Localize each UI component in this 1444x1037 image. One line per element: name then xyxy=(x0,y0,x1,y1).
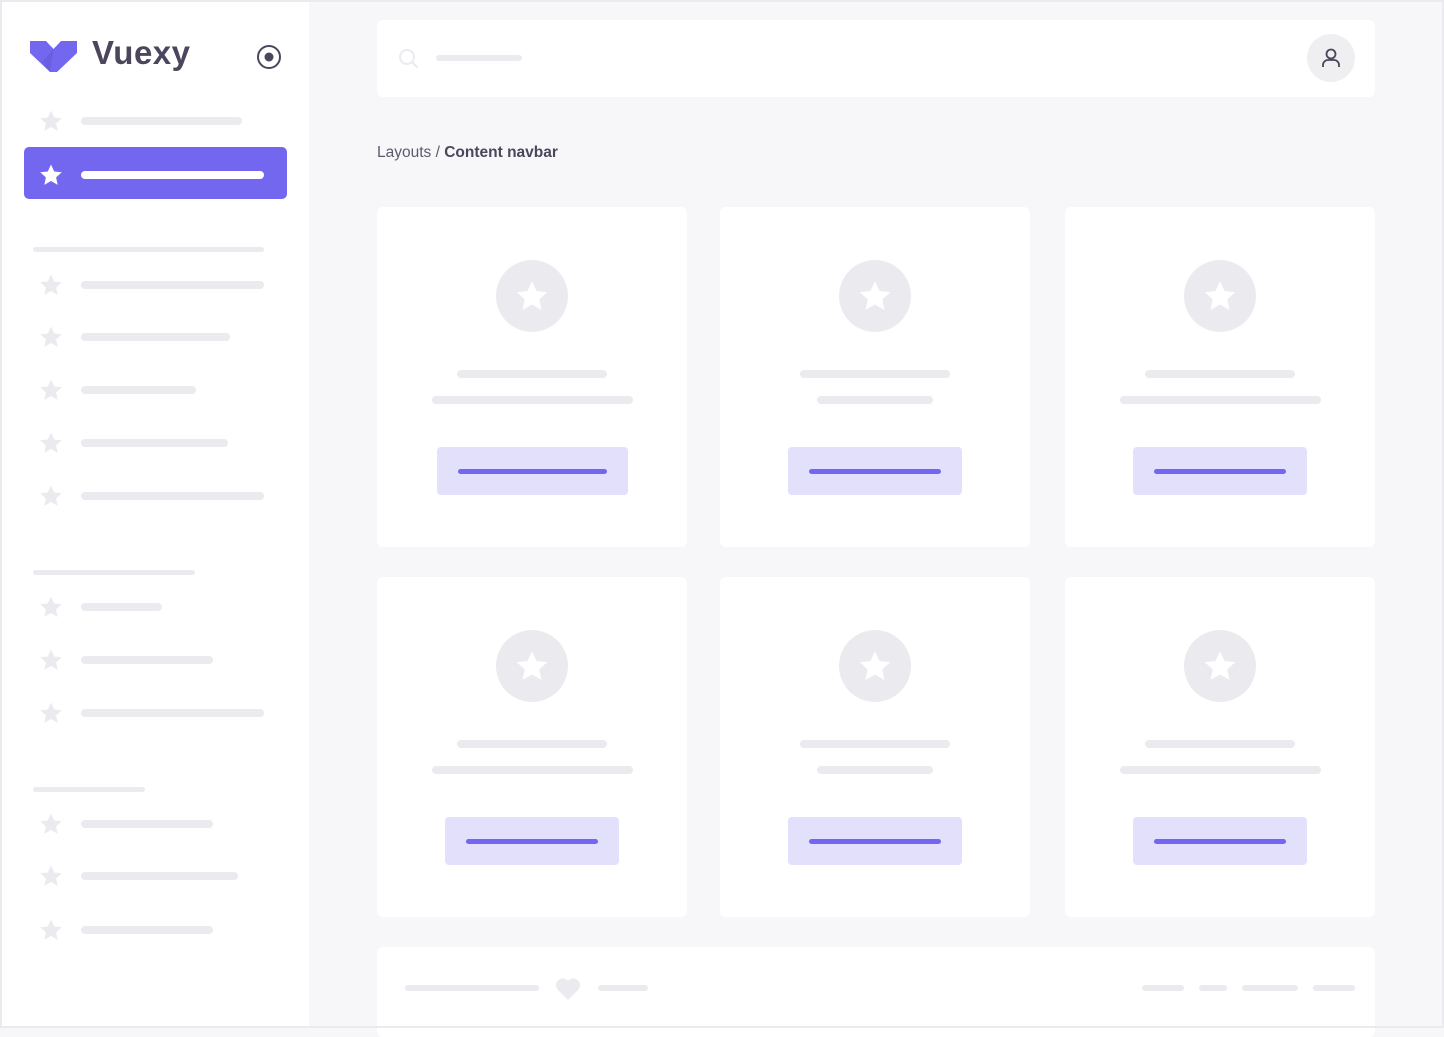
card-icon-circle xyxy=(496,630,568,702)
sidebar-item[interactable] xyxy=(81,171,264,179)
card-button[interactable] xyxy=(1133,447,1307,495)
star-icon xyxy=(38,863,64,889)
card-icon-circle xyxy=(1184,630,1256,702)
top-navbar xyxy=(377,20,1375,97)
star-icon xyxy=(38,700,64,726)
vuexy-logo[interactable] xyxy=(30,40,77,78)
card-button[interactable] xyxy=(1133,817,1307,865)
footer-link[interactable] xyxy=(598,985,648,991)
card-title xyxy=(457,370,607,378)
radio-circle-icon[interactable] xyxy=(256,44,282,75)
sidebar-item[interactable] xyxy=(81,872,238,880)
heart-icon xyxy=(555,977,581,1006)
sidebar-section-header xyxy=(33,787,145,792)
star-icon xyxy=(38,162,64,188)
sidebar-item[interactable] xyxy=(81,603,162,611)
sidebar-item[interactable] xyxy=(81,492,264,500)
sidebar-section-header xyxy=(33,247,264,252)
sidebar: Vuexy xyxy=(0,0,309,1028)
star-icon xyxy=(38,647,64,673)
breadcrumb-current: Content navbar xyxy=(444,144,558,161)
star-icon xyxy=(38,917,64,943)
sidebar-item[interactable] xyxy=(81,926,213,934)
card-text xyxy=(431,766,633,774)
footer-link[interactable] xyxy=(1142,985,1184,991)
card-title xyxy=(1145,370,1295,378)
card-text xyxy=(1119,766,1321,774)
card-title xyxy=(800,370,950,378)
card xyxy=(377,207,687,547)
card-icon-circle xyxy=(496,260,568,332)
footer-link[interactable] xyxy=(1199,985,1227,991)
sidebar-section-header xyxy=(33,570,195,575)
card-button[interactable] xyxy=(436,447,628,495)
sidebar-item[interactable] xyxy=(81,656,213,664)
card-icon-circle xyxy=(839,260,911,332)
sidebar-item[interactable] xyxy=(81,281,264,289)
star-icon xyxy=(38,272,64,298)
sidebar-item[interactable] xyxy=(81,439,228,447)
card-title xyxy=(800,740,950,748)
star-icon xyxy=(38,108,64,134)
card-text xyxy=(431,396,633,404)
sidebar-item[interactable] xyxy=(81,386,196,394)
breadcrumb: Layouts / Content navbar xyxy=(377,144,558,162)
card-button[interactable] xyxy=(788,817,962,865)
card-text xyxy=(1119,396,1321,404)
footer-link[interactable] xyxy=(1313,985,1355,991)
card xyxy=(1065,207,1375,547)
card xyxy=(720,207,1030,547)
breadcrumb-parent[interactable]: Layouts xyxy=(377,144,432,161)
footer-link[interactable] xyxy=(1242,985,1298,991)
card xyxy=(377,577,687,917)
card-icon-circle xyxy=(839,630,911,702)
search-icon[interactable] xyxy=(398,48,420,75)
card-title xyxy=(457,740,607,748)
star-icon xyxy=(38,811,64,837)
footer-link[interactable] xyxy=(405,985,539,991)
star-icon xyxy=(38,483,64,509)
breadcrumb-separator: / xyxy=(431,144,445,161)
card-button[interactable] xyxy=(445,817,619,865)
footer xyxy=(377,947,1375,1037)
sidebar-item[interactable] xyxy=(81,333,230,341)
card xyxy=(1065,577,1375,917)
sidebar-item[interactable] xyxy=(81,117,242,125)
card-button[interactable] xyxy=(788,447,962,495)
card-icon-circle xyxy=(1184,260,1256,332)
sidebar-item[interactable] xyxy=(81,820,213,828)
user-icon xyxy=(1322,48,1340,67)
star-icon xyxy=(38,430,64,456)
sidebar-item[interactable] xyxy=(81,709,264,717)
card-text xyxy=(817,396,933,404)
star-icon xyxy=(38,324,64,350)
user-avatar[interactable] xyxy=(1307,34,1355,82)
brand-name: Vuexy xyxy=(92,34,191,71)
card xyxy=(720,577,1030,917)
search-input-placeholder[interactable] xyxy=(436,55,522,61)
card-title xyxy=(1145,740,1295,748)
star-icon xyxy=(38,377,64,403)
card-text xyxy=(817,766,933,774)
star-icon xyxy=(38,594,64,620)
